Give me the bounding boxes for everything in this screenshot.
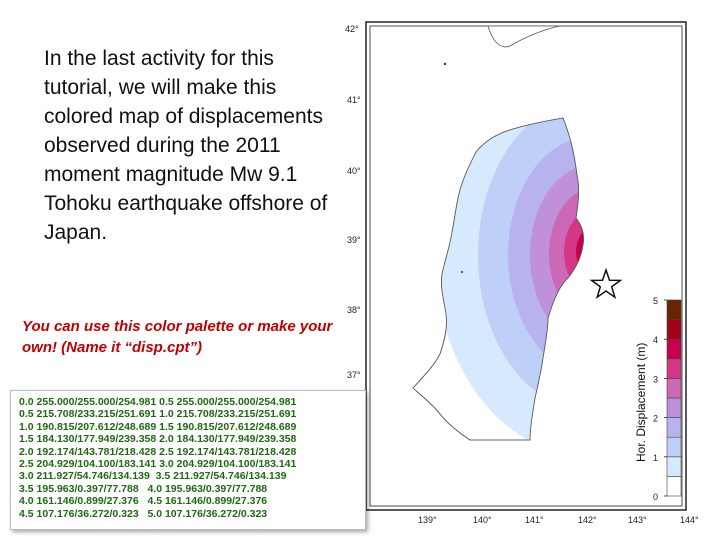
scale-tick-label: 5: [653, 296, 658, 306]
palette-line: 4.5 107.176/36.272/0.323 5.0 107.176/36.…: [19, 507, 268, 520]
scale-tick-label: 1: [653, 453, 658, 463]
color-scale: 0 1 2 3 4 5: [653, 296, 682, 502]
scale-swatch: [666, 417, 682, 438]
island-dot: [461, 271, 463, 273]
scale-tick-label: 0: [653, 492, 658, 502]
scale-swatch: [666, 358, 682, 379]
lon-label: 142°: [578, 515, 597, 525]
intro-text: In the last activity for this tutorial, …: [44, 47, 328, 244]
lat-label: 40°: [347, 166, 361, 176]
lat-label: 41°: [347, 95, 361, 105]
palette-line: 0.0 255.000/255.000/254.981 0.5 255.000/…: [19, 396, 297, 408]
scale-swatch: [666, 378, 682, 399]
palette-line: 4.0 161.146/0.899/27.376 4.5 161.146/0.8…: [19, 495, 268, 508]
lon-label: 140°: [473, 515, 492, 525]
palette-line: 1.5 184.130/177.949/239.358 2.0 184.130/…: [19, 433, 297, 446]
palette-note: You can use this color palette or make y…: [22, 318, 333, 356]
lon-label: 143°: [628, 515, 647, 525]
palette-line: 1.0 190.815/207.612/248.689 1.5 190.815/…: [19, 420, 297, 433]
palette-line: 2.5 204.929/104.100/183.141 3.0 204.929/…: [19, 458, 297, 471]
scale-swatch: [666, 476, 682, 497]
scale-swatch: [666, 319, 682, 340]
palette-line: 3.5 195.963/0.397/77.788 4.0 195.963/0.3…: [19, 482, 268, 495]
lat-label: 37°: [347, 370, 361, 380]
scale-label: Hor. Displacement (m): [634, 343, 648, 462]
lat-label: 38°: [347, 305, 361, 315]
island-dot: [443, 62, 447, 66]
scale-swatch: [666, 397, 682, 418]
lon-label: 139°: [418, 515, 437, 525]
palette-line: 3.0 211.927/54.746/134.139 3.5 211.927/5…: [19, 470, 287, 483]
scale-tick-label: 4: [653, 335, 658, 345]
lat-label: 39°: [347, 235, 361, 245]
lon-label: 141°: [525, 515, 544, 525]
lat-label: 42°: [345, 24, 359, 34]
scale-swatch: [666, 338, 682, 360]
scale-tick-label: 3: [653, 374, 658, 384]
scale-swatch: [666, 436, 682, 458]
star-icon: [589, 267, 623, 300]
palette-code-box: 0.0 255.000/255.000/254.981 0.5 255.000/…: [10, 390, 366, 530]
palette-line: 0.5 215.708/233.215/251.691 1.0 215.708/…: [19, 408, 297, 421]
scale-tick-label: 2: [653, 414, 658, 424]
palette-line: 2.0 192.174/143.781/218.428 2.5 192.174/…: [19, 445, 297, 458]
hokkaido-landmass: [487, 25, 561, 48]
scale-swatch: [666, 299, 682, 320]
lon-label: 144°: [680, 515, 699, 525]
scale-swatch: [666, 456, 682, 477]
